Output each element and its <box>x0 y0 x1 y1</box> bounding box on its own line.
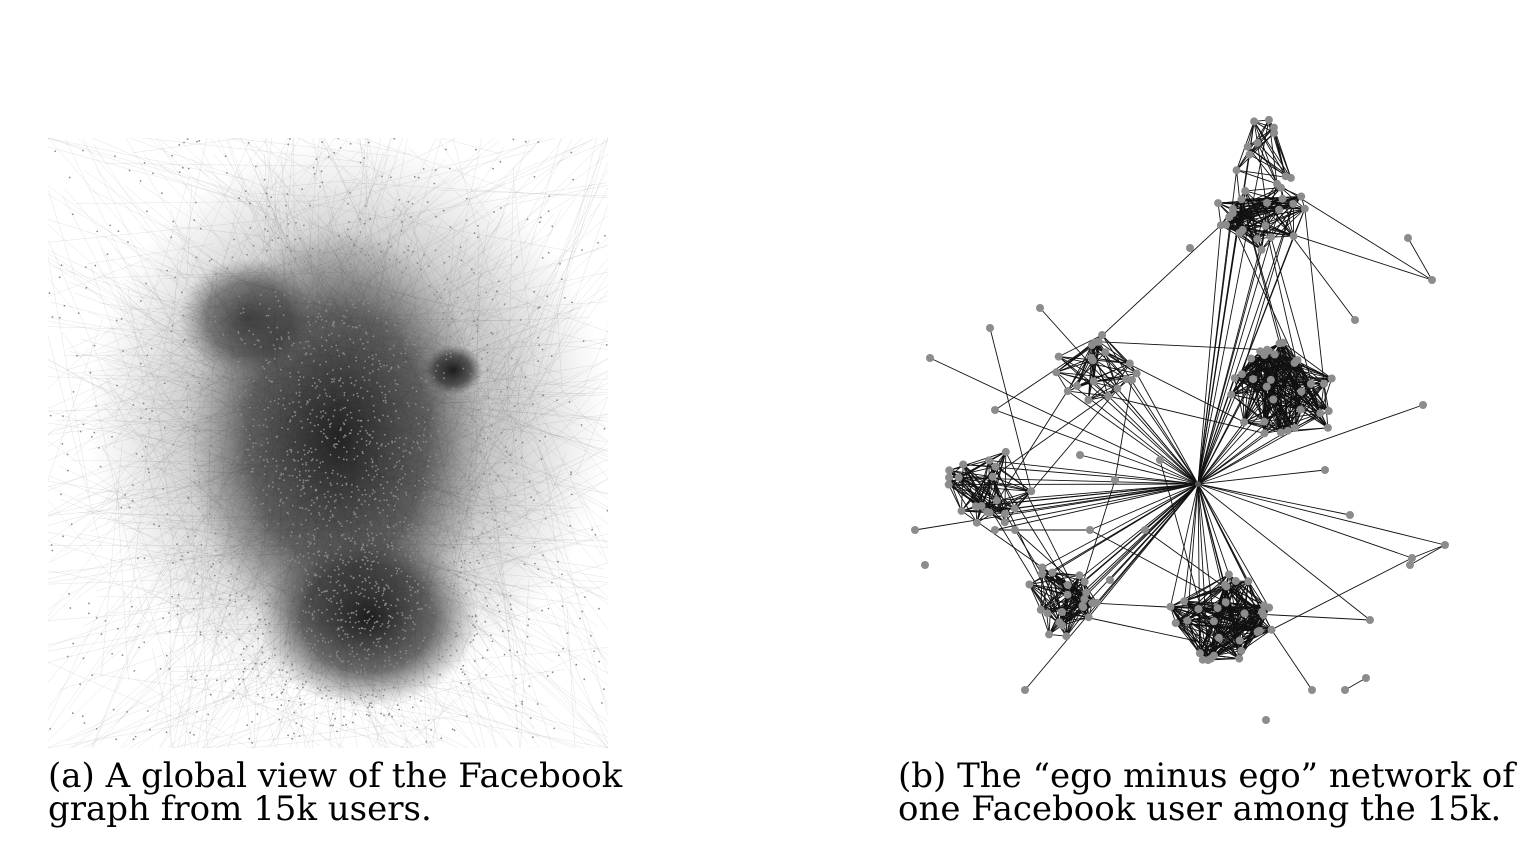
global-graph-figure <box>48 138 608 748</box>
ego-edges <box>914 119 1446 691</box>
caption-b-line2: one Facebook user among the 15k. <box>898 789 1502 829</box>
graph-nodes <box>48 138 608 744</box>
global-graph-svg <box>48 138 608 748</box>
ego-network-svg <box>911 115 1449 724</box>
caption-b: (b) The “ego minus ego” network of one F… <box>898 756 1515 829</box>
ego-network-figure <box>900 60 1500 740</box>
caption-b-line1: (b) The “ego minus ego” network of <box>898 756 1515 796</box>
caption-a: (a) A global view of the Facebook graph … <box>48 756 623 829</box>
caption-a-line1: (a) A global view of the Facebook <box>48 756 623 796</box>
ego-nodes <box>911 115 1449 724</box>
caption-a-line2: graph from 15k users. <box>48 789 432 829</box>
density-clusters <box>88 138 608 708</box>
ego-hub-node <box>1195 481 1201 487</box>
